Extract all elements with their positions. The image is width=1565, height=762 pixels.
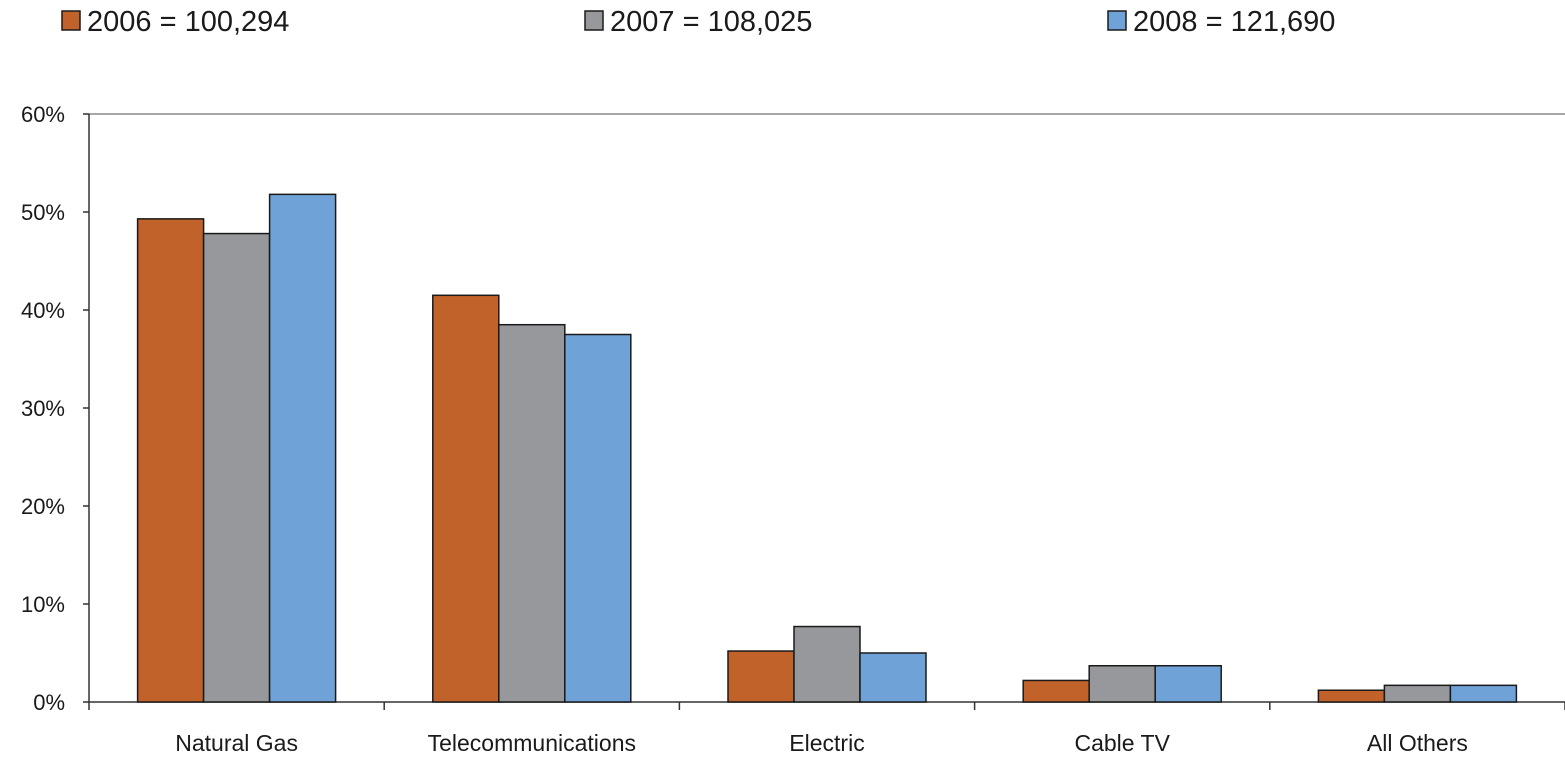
bar <box>1317 689 1386 703</box>
bars <box>136 193 1518 703</box>
x-category-label: Cable TV <box>1074 730 1170 756</box>
y-tick-label: 60% <box>21 102 65 127</box>
bar <box>727 650 795 703</box>
legend: 2006 = 100,294 2007 = 108,025 2008 = 121,6… <box>61 6 1335 38</box>
y-tick-label: 20% <box>21 494 65 519</box>
legend-label: 2008 = 121,690 <box>1133 6 1335 38</box>
x-category-label: Telecommunications <box>428 730 636 756</box>
x-category-label: Electric <box>789 730 864 756</box>
y-tick-label: 30% <box>21 396 65 421</box>
legend-label: 2006 = 100,294 <box>87 6 289 38</box>
bar <box>1449 684 1518 703</box>
legend-swatch <box>584 10 604 31</box>
bar <box>1088 664 1156 703</box>
y-tick-label: 40% <box>21 298 65 323</box>
category-labels: Natural Gas Telecommunications Electric Cab… <box>175 730 1468 756</box>
legend-item: 2006 = 100,294 <box>61 6 289 38</box>
bar <box>1022 679 1090 703</box>
y-tick-label: 10% <box>21 592 65 617</box>
legend-label: 2007 = 108,025 <box>610 6 812 38</box>
bar <box>498 323 566 703</box>
bar <box>432 294 500 703</box>
bar <box>202 232 271 703</box>
y-tick-label: 0% <box>33 690 65 715</box>
bar <box>1154 664 1222 703</box>
bar <box>859 652 927 703</box>
bar <box>1383 684 1452 703</box>
bar <box>564 333 632 703</box>
bar <box>268 193 337 703</box>
bar <box>793 625 861 703</box>
legend-swatch <box>61 10 81 31</box>
x-category-label: All Others <box>1367 730 1468 756</box>
legend-item: 2008 = 121,690 <box>1107 6 1335 38</box>
legend-swatch <box>1107 10 1127 31</box>
bar <box>136 218 205 703</box>
y-tick-label: 50% <box>21 200 65 225</box>
x-category-label: Natural Gas <box>175 730 298 756</box>
legend-item: 2007 = 108,025 <box>584 6 812 38</box>
